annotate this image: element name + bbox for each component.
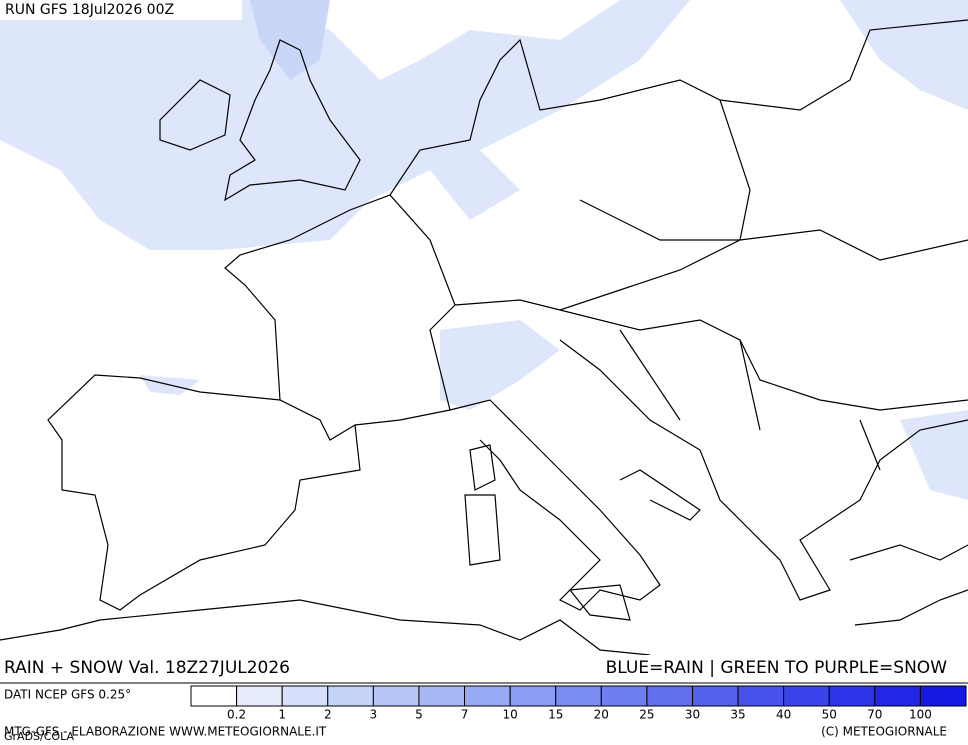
colorbar-box bbox=[327, 685, 374, 707]
colorbar-box bbox=[372, 685, 420, 707]
colorbar-box bbox=[600, 685, 648, 707]
source-label: DATI NCEP GFS 0.25° bbox=[4, 688, 131, 702]
colorbar-label: 20 bbox=[594, 708, 609, 722]
colorbar-box bbox=[236, 685, 283, 707]
colorbar-label: 25 bbox=[639, 708, 654, 722]
colorbar-box bbox=[281, 685, 329, 707]
run-box bbox=[0, 0, 242, 20]
italy bbox=[449, 399, 701, 611]
colorbar-label: 30 bbox=[685, 708, 700, 722]
colorbar-label: 70 bbox=[867, 708, 882, 722]
precipitation-areas bbox=[0, 0, 968, 500]
colorbar-label: 2 bbox=[324, 708, 332, 722]
balkans bbox=[559, 329, 968, 601]
iberia bbox=[47, 374, 361, 611]
colorbar-label: 50 bbox=[822, 708, 837, 722]
coastlines-and-borders bbox=[0, 19, 968, 656]
colorbar: 0.2 1 2 3 5 7 10 15 20 25 30 35 40 50 70 100 bbox=[190, 685, 967, 722]
colorbar-label: 100 bbox=[909, 708, 932, 722]
colorbar-label: 1 bbox=[278, 708, 286, 722]
colorbar-label: 10 bbox=[502, 708, 517, 722]
colorbar-box bbox=[464, 685, 511, 707]
credit-label: MTG-GFS - ELABORAZIONE WWW.METEOGIORNALE… bbox=[4, 725, 327, 739]
colorbar-box bbox=[646, 685, 693, 707]
islands bbox=[464, 444, 631, 621]
colorbar-box bbox=[509, 685, 557, 707]
colorbar-label: 40 bbox=[776, 708, 791, 722]
britain bbox=[224, 39, 361, 202]
colorbar-box bbox=[691, 685, 739, 707]
colorbar-label: 0.2 bbox=[227, 708, 246, 722]
colorbar-box bbox=[418, 685, 466, 707]
north-africa bbox=[0, 599, 651, 656]
colorbar-box bbox=[919, 685, 967, 707]
colorbar-label: 3 bbox=[370, 708, 378, 722]
ireland bbox=[159, 79, 231, 151]
colorbar-box bbox=[737, 685, 785, 707]
software-label: GrADS/COLA bbox=[4, 730, 74, 743]
central-europe bbox=[389, 19, 968, 411]
colorbar-box bbox=[555, 685, 602, 707]
colorbar-box bbox=[783, 685, 830, 707]
colorbar-label: 35 bbox=[730, 708, 745, 722]
legend-note: BLUE=RAIN | GREEN TO PURPLE=SNOW bbox=[606, 658, 948, 678]
turkey bbox=[849, 544, 968, 626]
colorbar-label: 5 bbox=[415, 708, 423, 722]
run-label: RUN GFS 18Jul2026 00Z bbox=[5, 2, 174, 18]
colorbar-box bbox=[874, 685, 921, 707]
colorbar-label: 15 bbox=[548, 708, 563, 722]
colorbar-label: 7 bbox=[461, 708, 469, 722]
copyright-label: (C) METEOGIORNALE bbox=[821, 725, 947, 739]
map-title: RAIN + SNOW Val. 18Z27JUL2026 bbox=[4, 658, 290, 678]
colorbar-box bbox=[828, 685, 876, 707]
colorbar-box bbox=[190, 685, 238, 707]
